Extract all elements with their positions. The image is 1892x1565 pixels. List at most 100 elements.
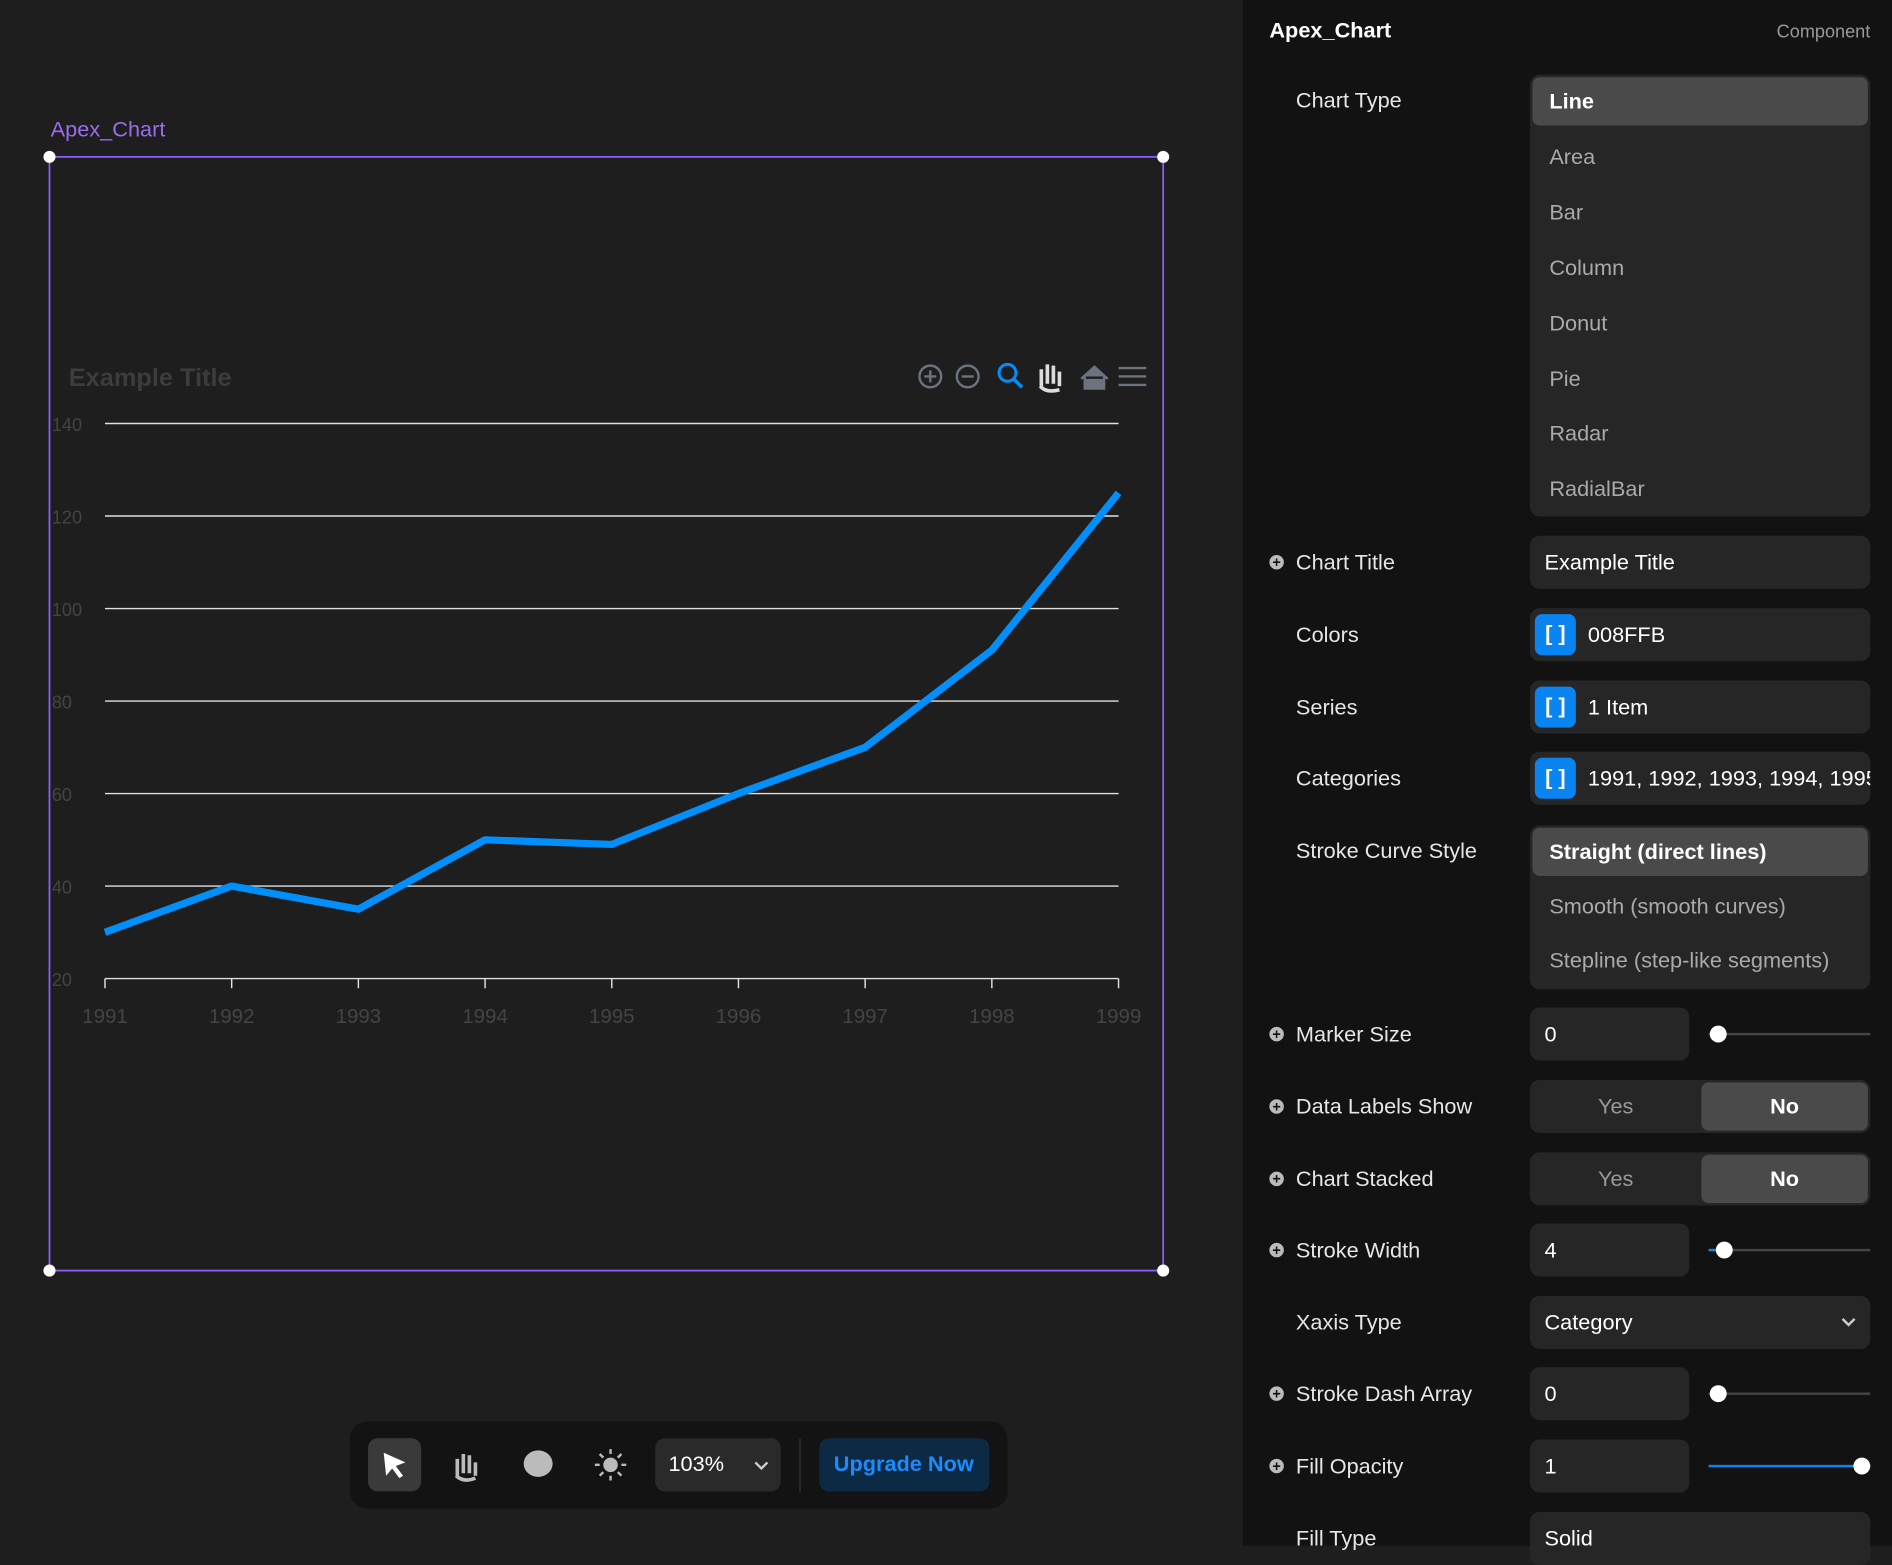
zoom-in[interactable] <box>918 364 943 389</box>
option[interactable]: Smooth (smooth curves) <box>1549 894 1786 919</box>
selection-zoom[interactable] <box>997 362 1018 383</box>
fill-opacity-input[interactable]: 1 <box>1530 1439 1690 1493</box>
plus-icon[interactable]: + <box>1269 1386 1284 1401</box>
fill-type-select[interactable]: Solid <box>1530 1511 1871 1565</box>
x-tick-label: 1991 <box>82 1005 128 1028</box>
x-tick-label: 1995 <box>589 1005 635 1028</box>
plus-icon[interactable]: + <box>1269 1171 1284 1187</box>
y-tick-label: 100 <box>52 600 82 620</box>
label: Categories <box>1295 766 1401 791</box>
sun-rays <box>594 1449 627 1481</box>
x-tick-label: 1996 <box>716 1005 762 1028</box>
label: Chart Title <box>1295 550 1395 575</box>
series-field[interactable]: [ ] 1 Item <box>1530 680 1871 734</box>
slider[interactable] <box>1708 1241 1871 1259</box>
pan[interactable] <box>1038 364 1062 393</box>
y-tick-label: 60 <box>52 785 72 805</box>
array-icon: [ ] <box>1534 757 1576 799</box>
label: Marker Size <box>1295 1022 1412 1047</box>
label: Chart Stacked <box>1295 1166 1434 1191</box>
chevron <box>1841 1317 1856 1327</box>
marker-size-input[interactable]: 0 <box>1530 1007 1690 1061</box>
slider-knob[interactable] <box>1709 1025 1727 1043</box>
x-tick-label: 1999 <box>1096 1005 1142 1028</box>
handle[interactable] <box>43 1264 56 1277</box>
chart-title-input[interactable]: Example Title <box>1530 535 1871 589</box>
option[interactable]: Stepline (step-like segments) <box>1549 948 1830 973</box>
colors-field[interactable]: [ ] 008FFB <box>1530 608 1871 662</box>
reset[interactable] <box>1080 365 1109 390</box>
toggle: Yes No <box>1530 1152 1871 1206</box>
slider-knob[interactable] <box>1715 1241 1733 1259</box>
toolbar-icons <box>368 1438 990 1492</box>
series-value: 1 Item <box>1587 695 1649 720</box>
label: Series <box>1295 695 1358 720</box>
option[interactable]: Donut <box>1549 310 1608 335</box>
slider[interactable] <box>1708 1385 1871 1403</box>
label: Fill Type <box>1295 1526 1377 1551</box>
plus-icon[interactable]: + <box>1269 1099 1284 1114</box>
zoom-in-icon <box>924 370 937 383</box>
theme-tool[interactable] <box>603 1457 618 1473</box>
plus-icon[interactable]: + <box>1269 1458 1284 1474</box>
panel-kind: Component <box>1776 21 1871 43</box>
toggle-no[interactable]: No <box>1701 1082 1868 1131</box>
label: Xaxis Type <box>1295 1310 1402 1335</box>
x-tick-label: 1997 <box>842 1005 888 1028</box>
panel-title: Apex_Chart <box>1269 18 1392 43</box>
upgrade-text[interactable]: Upgrade Now <box>833 1451 974 1476</box>
slider[interactable] <box>1708 1025 1871 1043</box>
cursor-icon <box>383 1452 406 1479</box>
xaxis-type-select[interactable]: Category <box>1530 1295 1871 1350</box>
stroke-width-input[interactable]: 4 <box>1530 1223 1690 1277</box>
option[interactable]: Radar <box>1549 421 1609 446</box>
y-tick-label: 120 <box>52 507 82 527</box>
option[interactable]: Line <box>1532 77 1868 126</box>
option[interactable]: RadialBar <box>1549 476 1645 502</box>
plus-icon[interactable]: + <box>1269 1242 1284 1257</box>
y-tick-label: 80 <box>52 692 72 712</box>
properties-panel: Apex_Chart Component Chart Type Line Area… <box>1242 0 1892 1565</box>
comment-tool[interactable] <box>523 1450 553 1477</box>
y-tick-label: 20 <box>52 970 72 990</box>
bottom-toolbar: 103% Upgrade Now <box>349 1421 1008 1509</box>
zoom-out[interactable] <box>955 364 980 389</box>
stroke-dash-input[interactable]: 0 <box>1530 1367 1690 1421</box>
handle[interactable] <box>1157 1264 1170 1277</box>
toggle: Yes No <box>1530 1079 1871 1134</box>
slider-knob[interactable] <box>1853 1457 1871 1475</box>
option[interactable]: Area <box>1549 144 1596 169</box>
chart: Example Title 20 40 60 80 100 120 140 1991 1992 1… <box>43 150 1170 1277</box>
canvas-label: Apex_Chart <box>50 117 166 142</box>
label: Fill Opacity <box>1295 1453 1404 1479</box>
plus-icon[interactable]: + <box>1269 1026 1284 1042</box>
zoom-select[interactable] <box>655 1438 781 1492</box>
plus-icon[interactable]: + <box>1269 555 1284 570</box>
label: Stroke Width <box>1295 1238 1421 1263</box>
chevron <box>754 1461 769 1471</box>
handle[interactable] <box>43 150 56 163</box>
slider-knob[interactable] <box>1709 1385 1727 1403</box>
label: Stroke Dash Array <box>1295 1381 1473 1406</box>
toggle-yes[interactable]: Yes <box>1597 1094 1634 1119</box>
upgrade-button[interactable] <box>819 1438 990 1492</box>
slider[interactable] <box>1708 1457 1871 1475</box>
chart-title: Example Title <box>69 364 232 392</box>
chart-toolbar <box>918 362 1147 393</box>
toggle-no[interactable]: No <box>1701 1154 1868 1204</box>
stroke-curve-list: Straight (direct lines) Smooth (smooth cu… <box>1530 825 1871 990</box>
option[interactable]: Straight (direct lines) <box>1532 827 1868 877</box>
label: Chart Type <box>1295 88 1402 113</box>
toggle-yes[interactable]: Yes <box>1597 1166 1634 1191</box>
hand-tool[interactable] <box>454 1453 478 1482</box>
option[interactable]: Bar <box>1549 200 1584 225</box>
array-icon: [ ] <box>1534 614 1576 656</box>
categories-field[interactable]: [ ] 1991, 1992, 1993, 1994, 1995 <box>1530 751 1871 805</box>
colors-value: 008FFB <box>1587 622 1666 647</box>
option[interactable]: Column <box>1549 255 1625 280</box>
handle[interactable] <box>1157 150 1170 163</box>
x-tick-label: 1998 <box>969 1005 1015 1028</box>
menu[interactable] <box>1118 366 1147 387</box>
option[interactable]: Pie <box>1549 366 1581 391</box>
